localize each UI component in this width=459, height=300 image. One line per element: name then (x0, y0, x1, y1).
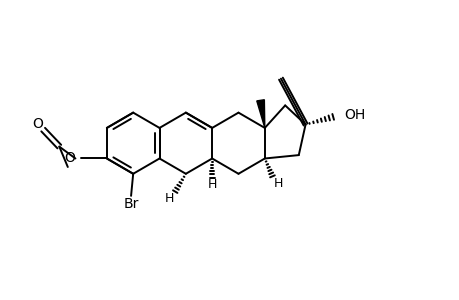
Text: H: H (207, 178, 216, 191)
Text: H: H (165, 192, 174, 205)
Text: O: O (33, 117, 44, 131)
Text: O: O (64, 152, 75, 166)
Polygon shape (256, 100, 264, 128)
Text: H: H (273, 177, 282, 190)
Text: OH: OH (344, 108, 365, 122)
Text: Br: Br (123, 197, 139, 211)
